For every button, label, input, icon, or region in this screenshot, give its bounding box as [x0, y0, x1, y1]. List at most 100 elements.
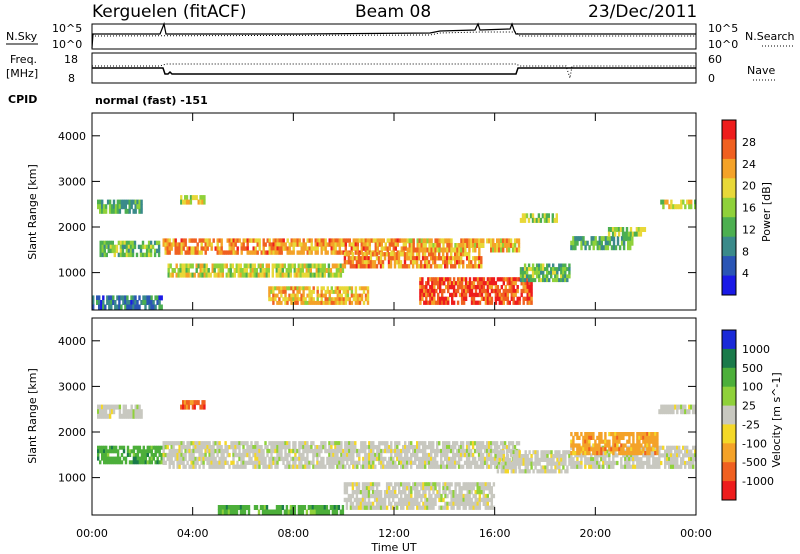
- heatmap-cell: [515, 238, 519, 244]
- heatmap-cell: [368, 456, 371, 462]
- heatmap-cell: [624, 443, 627, 448]
- heatmap-cell: [166, 456, 169, 462]
- heatmap-cell: [122, 300, 125, 305]
- heatmap-cell: [333, 505, 337, 510]
- heatmap-cell: [201, 195, 204, 201]
- heatmap-cell: [310, 441, 313, 446]
- heatmap-cell: [107, 248, 110, 254]
- heatmap-cell: [526, 296, 529, 301]
- heatmap-cell: [382, 456, 385, 462]
- heatmap-cell: [188, 456, 191, 462]
- heatmap-cell: [570, 453, 573, 458]
- heatmap-cell: [223, 263, 226, 269]
- heatmap-cell: [288, 250, 291, 255]
- y-tick-label: 4000: [58, 335, 86, 348]
- heatmap-cell: [480, 288, 484, 294]
- heatmap-cell: [618, 439, 621, 444]
- heatmap-cell: [544, 457, 547, 462]
- heatmap-cell: [430, 482, 433, 487]
- heatmap-cell: [358, 456, 361, 462]
- heatmap-cell: [446, 256, 449, 261]
- heatmap-cell: [686, 460, 689, 466]
- heatmap-cell: [437, 300, 440, 305]
- heatmap-cell: [636, 460, 639, 466]
- heatmap-cell: [429, 300, 432, 305]
- heatmap-cell: [230, 445, 233, 450]
- heatmap-cell: [280, 286, 283, 291]
- heatmap-cell: [678, 445, 681, 450]
- heatmap-cell: [356, 464, 359, 469]
- heatmap-cell: [180, 441, 183, 446]
- heatmap-cell: [448, 460, 451, 465]
- heatmap-cell: [580, 453, 583, 458]
- heatmap-cell: [414, 490, 417, 495]
- heatmap-cell: [97, 449, 100, 454]
- heatmap-cell: [128, 409, 131, 415]
- heatmap-cell: [253, 272, 256, 278]
- heatmap-cell: [272, 460, 275, 465]
- heatmap-cell: [306, 456, 309, 462]
- heatmap-cell: [300, 456, 303, 462]
- heatmap-cell: [375, 252, 379, 257]
- heatmap-cell: [324, 293, 327, 298]
- heatmap-cell: [487, 464, 491, 469]
- heatmap-cell: [366, 293, 370, 298]
- heatmap-cell: [302, 452, 305, 458]
- heatmap-cell: [500, 285, 503, 290]
- heatmap-cell: [373, 505, 377, 510]
- heatmap-cell: [126, 445, 130, 450]
- heatmap-cell: [624, 453, 627, 458]
- heatmap-cell: [280, 293, 283, 298]
- heatmap-cell: [646, 453, 649, 458]
- heatmap-cell: [414, 247, 417, 253]
- heatmap-cell: [568, 461, 571, 466]
- heatmap-cell: [394, 464, 397, 469]
- heatmap-cell: [350, 448, 353, 454]
- heatmap-cell: [276, 441, 279, 446]
- heatmap-cell: [608, 236, 612, 242]
- heatmap-cell: [436, 482, 439, 487]
- heatmap-cell: [270, 452, 273, 458]
- heatmap-cell: [103, 244, 106, 250]
- heatmap-cell: [435, 256, 439, 261]
- heatmap-cell: [344, 464, 347, 469]
- heatmap-cell: [478, 285, 482, 290]
- heatmap-cell: [340, 286, 343, 291]
- heatmap-cell: [192, 445, 195, 450]
- heatmap-cell: [439, 288, 442, 294]
- heatmap-cell: [357, 252, 361, 257]
- heatmap-cell: [672, 453, 675, 458]
- heatmap-cell: [370, 464, 373, 469]
- heatmap-cell: [452, 464, 455, 469]
- heatmap-cell: [326, 289, 329, 294]
- heatmap-cell: [404, 482, 407, 487]
- heatmap-cell: [346, 456, 349, 462]
- heatmap-cell: [398, 456, 401, 462]
- heatmap-cell: [338, 289, 341, 294]
- heatmap-cell: [428, 247, 431, 253]
- heatmap-cell: [244, 452, 247, 458]
- heatmap-cell: [535, 274, 539, 279]
- heatmap-cell: [164, 441, 167, 446]
- heatmap-cell: [578, 460, 581, 466]
- heatmap-cell: [558, 461, 561, 466]
- heatmap-cell: [229, 505, 233, 510]
- heatmap-cell: [383, 490, 387, 495]
- heatmap-cell: [664, 464, 667, 469]
- heatmap-cell: [258, 238, 261, 243]
- heatmap-cell: [396, 501, 399, 506]
- heatmap-cell: [530, 300, 533, 305]
- heatmap-cell: [384, 464, 387, 469]
- heatmap-cell: [280, 246, 283, 251]
- heatmap-cell: [428, 486, 431, 491]
- heatmap-cell: [311, 272, 314, 278]
- heatmap-cell: [516, 277, 519, 282]
- heatmap-cell: [357, 505, 361, 510]
- colorbar-tick-label: -25: [742, 418, 760, 431]
- heatmap-cell: [486, 296, 490, 301]
- heatmap-cell: [369, 501, 373, 506]
- heatmap-cell: [237, 505, 241, 510]
- heatmap-cell: [174, 452, 177, 458]
- heatmap-cell: [162, 242, 165, 247]
- heatmap-cell: [432, 448, 435, 454]
